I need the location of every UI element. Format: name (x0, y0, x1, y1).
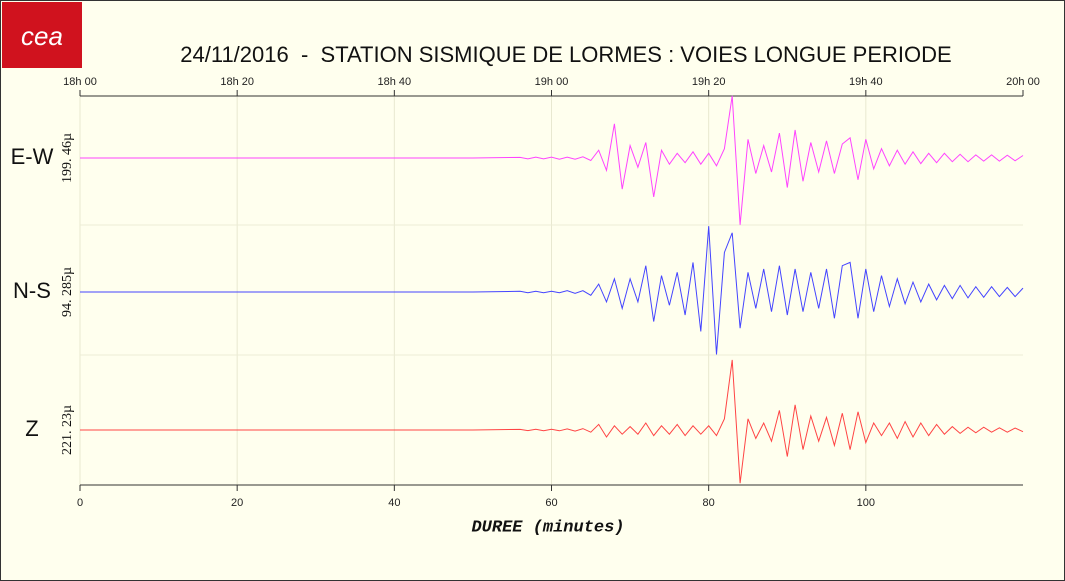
trace (80, 226, 1024, 355)
x2-tick-label: 19h 40 (849, 76, 883, 88)
x2-tick-label: 18h 00 (63, 76, 97, 88)
x2-tick-label: 18h 40 (378, 76, 412, 88)
chart-title: 24/11/2016 - STATION SISMIQUE DE LORMES … (180, 42, 951, 67)
series-label: E-W (11, 144, 54, 169)
logo-box (2, 2, 82, 68)
x2-tick-label: 18h 20 (220, 76, 254, 88)
scale-label: 221. 23µ (60, 405, 75, 455)
x-tick-label: 20 (231, 497, 243, 509)
series-label: Z (25, 416, 38, 441)
series-label: N-S (13, 278, 51, 303)
x2-tick-label: 20h 00 (1006, 76, 1040, 88)
scale-label: 94. 285µ (60, 267, 75, 317)
trace (80, 359, 1024, 484)
x-tick-label: 40 (388, 497, 400, 509)
x-axis-label: DUREE (minutes) (471, 518, 624, 537)
x-tick-label: 60 (545, 497, 557, 509)
logo: cea (21, 21, 63, 51)
x-tick-label: 80 (703, 497, 715, 509)
x2-tick-label: 19h 20 (692, 76, 726, 88)
scale-label: 199. 46µ (60, 133, 75, 183)
x-tick-label: 0 (77, 497, 83, 509)
x-tick-label: 100 (857, 497, 875, 509)
trace (80, 95, 1024, 225)
x2-tick-label: 19h 00 (535, 76, 569, 88)
